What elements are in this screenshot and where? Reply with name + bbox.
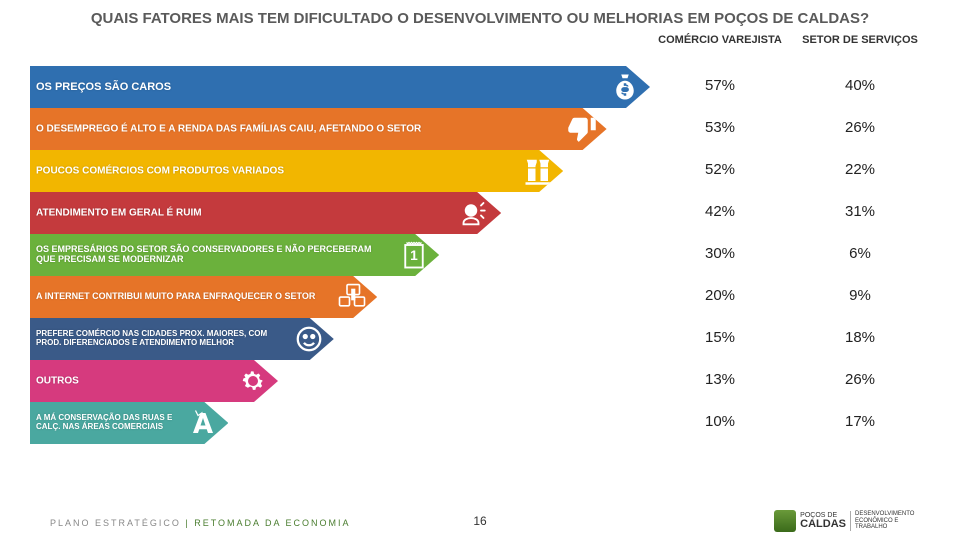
money-bag-icon bbox=[610, 72, 640, 102]
value-comercio: 57% bbox=[650, 77, 790, 94]
bar-area: OS PREÇOS SÃO CAROS O DESEMPREGO É ALTO E… bbox=[30, 66, 650, 466]
value-servicos: 40% bbox=[790, 77, 930, 94]
value-servicos: 26% bbox=[790, 371, 930, 388]
logo: POÇOS DE CALDAS DESENVOLVIMENTO ECONÔMIC… bbox=[774, 510, 930, 532]
bar-row: OS PREÇOS SÃO CAROS bbox=[30, 66, 650, 108]
bar: OS EMPRESÁRIOS DO SETOR SÃO CONSERVADORE… bbox=[30, 234, 439, 276]
bar-label: OUTROS bbox=[36, 376, 79, 387]
logo-dept: DESENVOLVIMENTO ECONÔMICO E TRABALHO bbox=[850, 511, 930, 531]
building-icon: 1 bbox=[399, 240, 429, 270]
bar-row: OUTROS bbox=[30, 360, 278, 402]
devices-icon bbox=[337, 282, 367, 312]
value-servicos: 31% bbox=[790, 203, 930, 220]
bar-label: A INTERNET CONTRIBUI MUITO PARA ENFRAQUE… bbox=[36, 292, 315, 302]
bar-row: POUCOS COMÉRCIOS COM PRODUTOS VARIADOS bbox=[30, 150, 563, 192]
chart: COMÉRCIO VAREJISTA SETOR DE SERVIÇOS OS … bbox=[30, 34, 930, 464]
bar: PREFERE COMÉRCIO NAS CIDADES PROX. MAIOR… bbox=[30, 318, 334, 360]
column-headers: COMÉRCIO VAREJISTA SETOR DE SERVIÇOS bbox=[30, 34, 930, 46]
value-row: 53%26% bbox=[650, 119, 930, 136]
bar-row: OS EMPRESÁRIOS DO SETOR SÃO CONSERVADORE… bbox=[30, 234, 439, 276]
bar: OS PREÇOS SÃO CAROS bbox=[30, 66, 650, 108]
logo-caldas: CALDAS bbox=[800, 519, 846, 530]
footer: PLANO ESTRATÉGICO | RETOMADA DA ECONOMIA bbox=[50, 518, 351, 528]
page-title: QUAIS FATORES MAIS TEM DIFICULTADO O DES… bbox=[30, 10, 930, 28]
value-row: 30%6% bbox=[650, 245, 930, 262]
value-comercio: 13% bbox=[650, 371, 790, 388]
smile-icon bbox=[294, 324, 324, 354]
footer-retomada: RETOMADA DA ECONOMIA bbox=[194, 518, 350, 528]
bar: OUTROS bbox=[30, 360, 278, 402]
bar-row: PREFERE COMÉRCIO NAS CIDADES PROX. MAIOR… bbox=[30, 318, 334, 360]
road-icon bbox=[188, 408, 218, 438]
value-comercio: 15% bbox=[650, 329, 790, 346]
svg-text:1: 1 bbox=[410, 248, 418, 263]
footer-sep: | bbox=[181, 518, 194, 528]
value-servicos: 9% bbox=[790, 287, 930, 304]
value-row: 15%18% bbox=[650, 329, 930, 346]
bar-label: PREFERE COMÉRCIO NAS CIDADES PROX. MAIOR… bbox=[36, 330, 284, 348]
bar-row: O DESEMPREGO É ALTO E A RENDA DAS FAMÍLI… bbox=[30, 108, 607, 150]
value-servicos: 26% bbox=[790, 119, 930, 136]
value-servicos: 6% bbox=[790, 245, 930, 262]
value-comercio: 42% bbox=[650, 203, 790, 220]
col-comercio: COMÉRCIO VAREJISTA bbox=[650, 34, 790, 46]
thumbs-down-icon bbox=[567, 114, 597, 144]
value-servicos: 17% bbox=[790, 413, 930, 430]
gear-icon bbox=[238, 366, 268, 396]
slide: QUAIS FATORES MAIS TEM DIFICULTADO O DES… bbox=[0, 0, 960, 540]
crest-icon bbox=[774, 510, 796, 532]
value-row: 57%40% bbox=[650, 77, 930, 94]
bar: ATENDIMENTO EM GERAL É RUIM bbox=[30, 192, 501, 234]
bar-row: ATENDIMENTO EM GERAL É RUIM bbox=[30, 192, 501, 234]
page-number: 16 bbox=[473, 514, 486, 528]
col-servicos: SETOR DE SERVIÇOS bbox=[790, 34, 930, 46]
bar-row: A MÁ CONSERVAÇÃO DAS RUAS E CALÇ. NAS ÁR… bbox=[30, 402, 228, 444]
value-servicos: 18% bbox=[790, 329, 930, 346]
bar-row: A INTERNET CONTRIBUI MUITO PARA ENFRAQUE… bbox=[30, 276, 377, 318]
value-comercio: 30% bbox=[650, 245, 790, 262]
value-row: 13%26% bbox=[650, 371, 930, 388]
bar: POUCOS COMÉRCIOS COM PRODUTOS VARIADOS bbox=[30, 150, 563, 192]
value-row: 20%9% bbox=[650, 287, 930, 304]
value-row: 10%17% bbox=[650, 413, 930, 430]
bar-label: OS EMPRESÁRIOS DO SETOR SÃO CONSERVADORE… bbox=[36, 245, 389, 265]
bar: A INTERNET CONTRIBUI MUITO PARA ENFRAQUE… bbox=[30, 276, 377, 318]
bar-label: ATENDIMENTO EM GERAL É RUIM bbox=[36, 208, 202, 219]
bar-label: POUCOS COMÉRCIOS COM PRODUTOS VARIADOS bbox=[36, 166, 284, 177]
bar-label: O DESEMPREGO É ALTO E A RENDA DAS FAMÍLI… bbox=[36, 124, 421, 135]
footer-plan: PLANO ESTRATÉGICO bbox=[50, 518, 181, 528]
value-row: 52%22% bbox=[650, 161, 930, 178]
value-comercio: 53% bbox=[650, 119, 790, 136]
speak-icon bbox=[461, 198, 491, 228]
value-comercio: 20% bbox=[650, 287, 790, 304]
values-area: 57%40%53%26%52%22%42%31%30%6%20%9%15%18%… bbox=[650, 66, 930, 466]
bar: O DESEMPREGO É ALTO E A RENDA DAS FAMÍLI… bbox=[30, 108, 607, 150]
bar-label: A MÁ CONSERVAÇÃO DAS RUAS E CALÇ. NAS ÁR… bbox=[36, 414, 178, 432]
bar: A MÁ CONSERVAÇÃO DAS RUAS E CALÇ. NAS ÁR… bbox=[30, 402, 228, 444]
value-row: 42%31% bbox=[650, 203, 930, 220]
bar-label: OS PREÇOS SÃO CAROS bbox=[36, 81, 171, 93]
value-comercio: 10% bbox=[650, 413, 790, 430]
shops-icon bbox=[523, 156, 553, 186]
value-servicos: 22% bbox=[790, 161, 930, 178]
value-comercio: 52% bbox=[650, 161, 790, 178]
